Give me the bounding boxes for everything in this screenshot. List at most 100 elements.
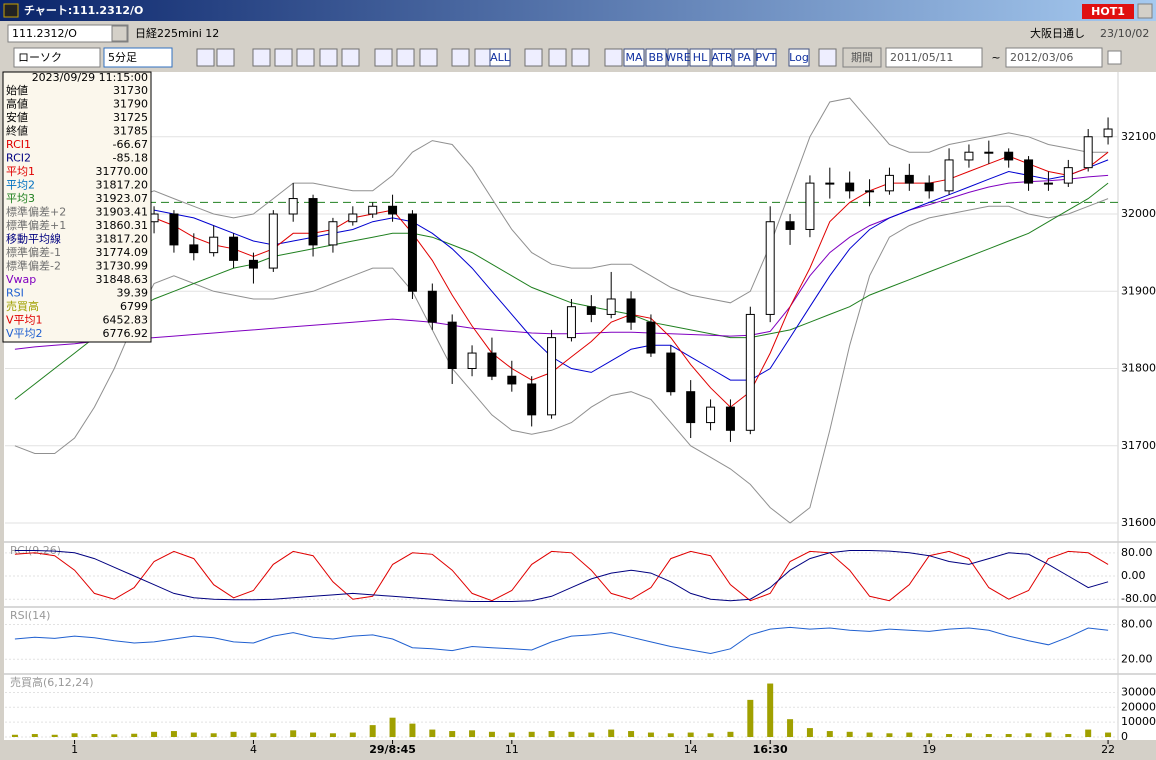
info-label: 平均3	[6, 192, 35, 205]
symbol-dropdown[interactable]	[111, 25, 128, 42]
volume-bar	[1025, 733, 1032, 737]
date-separator: ~	[991, 51, 1000, 64]
toolbar-icon[interactable]	[216, 48, 235, 67]
y-tick-label: 0	[1121, 730, 1128, 743]
x-axis-bar	[0, 740, 1156, 760]
symbol-input[interactable]	[7, 24, 129, 43]
toolbar-button[interactable]	[733, 48, 755, 67]
candle-body	[229, 236, 239, 261]
volume-bar	[687, 732, 694, 737]
volume-bar	[290, 730, 297, 737]
close-button[interactable]	[1137, 3, 1153, 19]
info-value: 31774.09	[96, 246, 149, 259]
interval-select[interactable]	[103, 47, 173, 68]
toolbar-button[interactable]	[755, 48, 777, 67]
volume-bar	[965, 733, 972, 737]
volume-bar	[31, 734, 38, 737]
volume-bar	[707, 733, 714, 737]
info-value: 31848.63	[96, 273, 149, 286]
x-tick-label: 11	[505, 743, 519, 756]
volume-bar	[170, 731, 177, 737]
toolbar-icon[interactable]	[419, 48, 438, 67]
volume-bar	[528, 731, 535, 737]
toolbar-icon[interactable]	[524, 48, 543, 67]
toolbar-icon[interactable]	[451, 48, 470, 67]
volume-bar	[866, 732, 873, 737]
info-value: 31790	[113, 98, 148, 111]
info-label: V平均1	[6, 314, 43, 327]
series-line	[14, 626, 1109, 655]
candle-body	[388, 205, 398, 215]
toolbar-button[interactable]	[689, 48, 711, 67]
toolbar-icon[interactable]	[571, 48, 590, 67]
info-label: 安値	[6, 110, 28, 124]
toolbar-icon[interactable]	[374, 48, 393, 67]
hot-button[interactable]	[1082, 4, 1134, 19]
toolbar-icon[interactable]	[296, 48, 315, 67]
toolbar-icon[interactable]	[252, 48, 271, 67]
toolbar-button[interactable]	[489, 48, 511, 67]
checkbox[interactable]	[1107, 50, 1122, 65]
toolbar-icon[interactable]	[341, 48, 360, 67]
toolbar-button[interactable]	[645, 48, 667, 67]
volume-bar	[767, 683, 774, 737]
y-tick-label: 10000	[1121, 715, 1156, 728]
toolbar-button[interactable]	[667, 48, 689, 67]
info-datetime: 2023/09/29 11:15:00	[32, 71, 148, 84]
volume-bar	[270, 733, 277, 737]
info-value: 31785	[113, 125, 148, 138]
candle-body	[169, 213, 179, 246]
candle-body	[368, 205, 378, 215]
toolbar-button-label: Log	[789, 51, 809, 64]
volume-bar	[906, 732, 913, 737]
info-label: 標準偏差+2	[6, 205, 66, 219]
toolbar-button[interactable]	[788, 48, 810, 67]
candle-body	[288, 198, 298, 215]
candle-body	[328, 221, 338, 246]
to-date: 2012/03/06	[1010, 51, 1073, 64]
candle-body	[666, 352, 676, 393]
toolbar-button[interactable]	[623, 48, 645, 67]
from-date-input[interactable]	[885, 47, 983, 68]
toolbar-icon[interactable]	[604, 48, 623, 67]
toolbar-icon[interactable]	[396, 48, 415, 67]
volume-bar	[51, 734, 58, 737]
volume-bar	[230, 731, 237, 737]
to-date-input[interactable]	[1005, 47, 1103, 68]
y-tick-label: 31800	[1121, 362, 1156, 375]
info-value: -66.67	[113, 138, 148, 151]
volume-bar	[588, 732, 595, 737]
candle-body	[944, 159, 954, 192]
candle-body	[825, 182, 835, 185]
info-label: 標準偏差-1	[6, 245, 61, 259]
candle-body	[845, 182, 855, 192]
volume-bar	[568, 731, 575, 737]
candle-body	[924, 182, 934, 192]
toolbar-icon[interactable]	[319, 48, 338, 67]
info-label: 平均1	[6, 165, 35, 178]
volume-bar	[369, 725, 376, 737]
toolbar-button[interactable]	[711, 48, 733, 67]
market-name: 大阪日通し	[1030, 26, 1085, 40]
y-tick-label: 32100	[1121, 130, 1156, 143]
period-button[interactable]	[842, 47, 882, 68]
candle-body	[686, 391, 696, 424]
toolbar-icon[interactable]	[818, 48, 837, 67]
volume-bar	[329, 733, 336, 737]
volume-bar	[787, 719, 794, 737]
candle-body	[884, 174, 894, 192]
y-tick-label: -80.00	[1121, 592, 1156, 605]
toolbar-icon[interactable]	[274, 48, 293, 67]
panel-label: RSI(14)	[10, 609, 50, 622]
candle-body	[984, 151, 994, 154]
candle-body	[765, 221, 775, 315]
toolbar-icon[interactable]	[196, 48, 215, 67]
toolbar-icon[interactable]	[548, 48, 567, 67]
volume-bar	[111, 734, 118, 737]
x-tick-label: 19	[922, 743, 936, 756]
symbol-text: 111.2312/O	[12, 27, 77, 40]
candle-body	[1063, 167, 1073, 184]
y-tick-label: 20000	[1121, 700, 1156, 713]
chart-kind-select[interactable]	[13, 47, 101, 68]
volume-bar	[826, 731, 833, 737]
